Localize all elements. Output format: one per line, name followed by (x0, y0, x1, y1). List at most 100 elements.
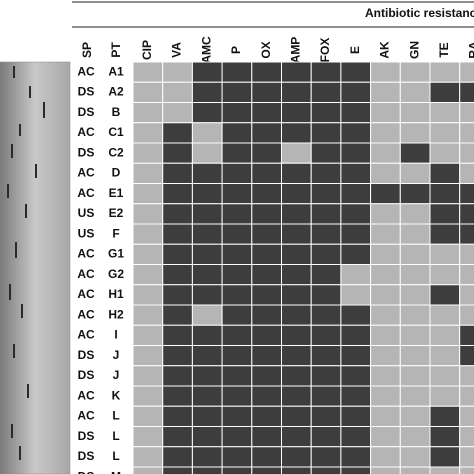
resistance-cell (459, 284, 474, 306)
resistance-cell (191, 102, 223, 124)
resistance-cell (310, 446, 342, 468)
resistance-cell (370, 284, 401, 306)
resistance-cell (310, 122, 342, 144)
resistance-cell (251, 466, 283, 474)
resistance-cell (399, 122, 431, 144)
resistance-cell (281, 61, 312, 83)
resistance-cell (281, 385, 312, 407)
resistance-cell (281, 405, 312, 427)
resistance-cell (370, 466, 401, 474)
resistance-cell (162, 385, 193, 407)
resistance-cell (221, 264, 253, 286)
resistance-cell (459, 466, 474, 474)
resistance-cell (191, 162, 223, 184)
resistance-cell (221, 203, 253, 225)
resistance-cell (191, 446, 223, 468)
pt-cell: G1 (108, 247, 124, 261)
resistance-cell (340, 345, 372, 367)
resistance-cell (281, 81, 312, 103)
resistance-cell (370, 243, 401, 265)
pt-cell: J (113, 368, 120, 382)
resistance-cell (459, 102, 474, 124)
sp-cell: DS (78, 85, 95, 99)
resistance-cell (399, 284, 431, 306)
sp-header: SP (80, 42, 94, 58)
pt-cell: D (112, 166, 121, 180)
resistance-cell (132, 162, 164, 184)
resistance-cell (399, 203, 431, 225)
resistance-cell (251, 264, 283, 286)
pt-cell: G2 (108, 267, 124, 281)
resistance-cell (162, 304, 193, 326)
resistance-cell (191, 466, 223, 474)
resistance-cell (221, 324, 253, 346)
resistance-cell (370, 304, 401, 326)
resistance-cell (281, 223, 312, 245)
sp-cell: AC (77, 186, 95, 200)
resistance-cell (191, 405, 223, 427)
sp-cell: DS (78, 145, 95, 159)
pt-cell: L (112, 429, 119, 443)
resistance-cell (162, 81, 193, 103)
resistance-cell (162, 405, 193, 427)
pt-cell: I (114, 328, 117, 342)
pt-cell: L (112, 449, 119, 463)
resistance-cell (221, 122, 253, 144)
resistance-cell (429, 345, 461, 367)
resistance-cell (221, 345, 253, 367)
resistance-cell (132, 405, 164, 427)
resistance-cell (162, 446, 193, 468)
resistance-cell (221, 365, 253, 387)
resistance-cell (310, 466, 342, 474)
resistance-cell (310, 243, 342, 265)
resistance-cell (310, 324, 342, 346)
resistance-cell (221, 385, 253, 407)
resistance-cell (459, 243, 474, 265)
resistance-cell (191, 243, 223, 265)
resistance-cell (191, 264, 223, 286)
resistance-cell (429, 142, 461, 164)
resistance-cell (459, 264, 474, 286)
pt-cell: M (111, 469, 121, 474)
resistance-cell (251, 102, 283, 124)
resistance-cell (370, 365, 401, 387)
resistance-cell (340, 426, 372, 448)
resistance-cell (399, 385, 431, 407)
resistance-cell (399, 243, 431, 265)
resistance-cell (251, 324, 283, 346)
resistance-cell (340, 203, 372, 225)
resistance-cell (429, 385, 461, 407)
resistance-cell (162, 61, 193, 83)
pt-cell: E2 (109, 206, 124, 220)
resistance-cell (399, 405, 431, 427)
sp-cell: AC (77, 125, 95, 139)
resistance-cell (429, 203, 461, 225)
resistance-cell (340, 385, 372, 407)
resistance-cell (191, 142, 223, 164)
resistance-cell (281, 446, 312, 468)
pt-cell: E1 (109, 186, 124, 200)
resistance-cell (132, 345, 164, 367)
resistance-cell (429, 426, 461, 448)
resistance-cell (132, 142, 164, 164)
resistance-cell (162, 102, 193, 124)
resistance-cell (370, 183, 401, 205)
resistance-cell (251, 365, 283, 387)
resistance-cell (191, 81, 223, 103)
resistance-cell (340, 304, 372, 326)
resistance-cell (310, 102, 342, 124)
resistance-cell (162, 345, 193, 367)
resistance-cell (221, 405, 253, 427)
pt-cell: B (112, 105, 121, 119)
pt-cell: J (113, 348, 120, 362)
resistance-cell (191, 223, 223, 245)
resistance-cell (429, 466, 461, 474)
resistance-cell (340, 284, 372, 306)
pt-cell: C2 (108, 145, 124, 159)
resistance-cell (370, 61, 401, 83)
resistance-cell (221, 284, 253, 306)
resistance-cell (132, 284, 164, 306)
resistance-cell (251, 446, 283, 468)
pt-cell: A1 (108, 64, 124, 78)
